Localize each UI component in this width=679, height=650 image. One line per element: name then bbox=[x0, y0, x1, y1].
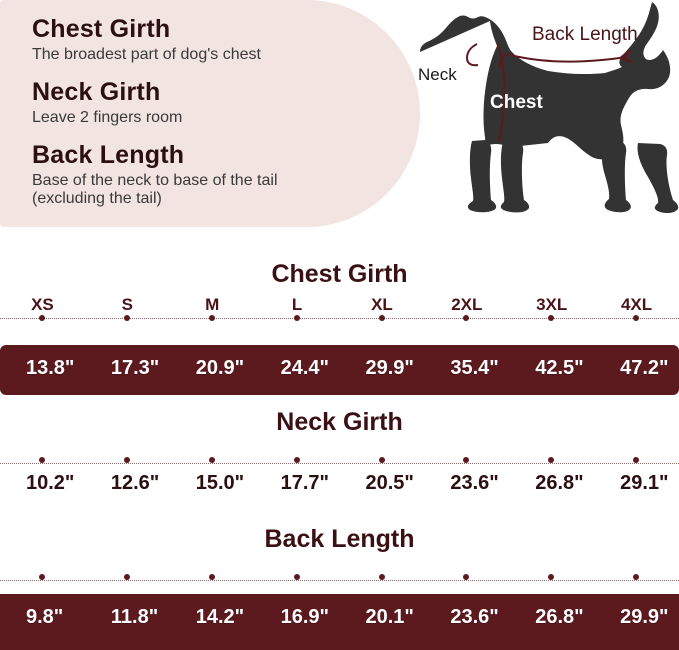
svg-text:Chest: Chest bbox=[490, 92, 543, 113]
svg-text:Back Length: Back Length bbox=[532, 24, 638, 45]
svg-text:Neck: Neck bbox=[418, 65, 457, 84]
